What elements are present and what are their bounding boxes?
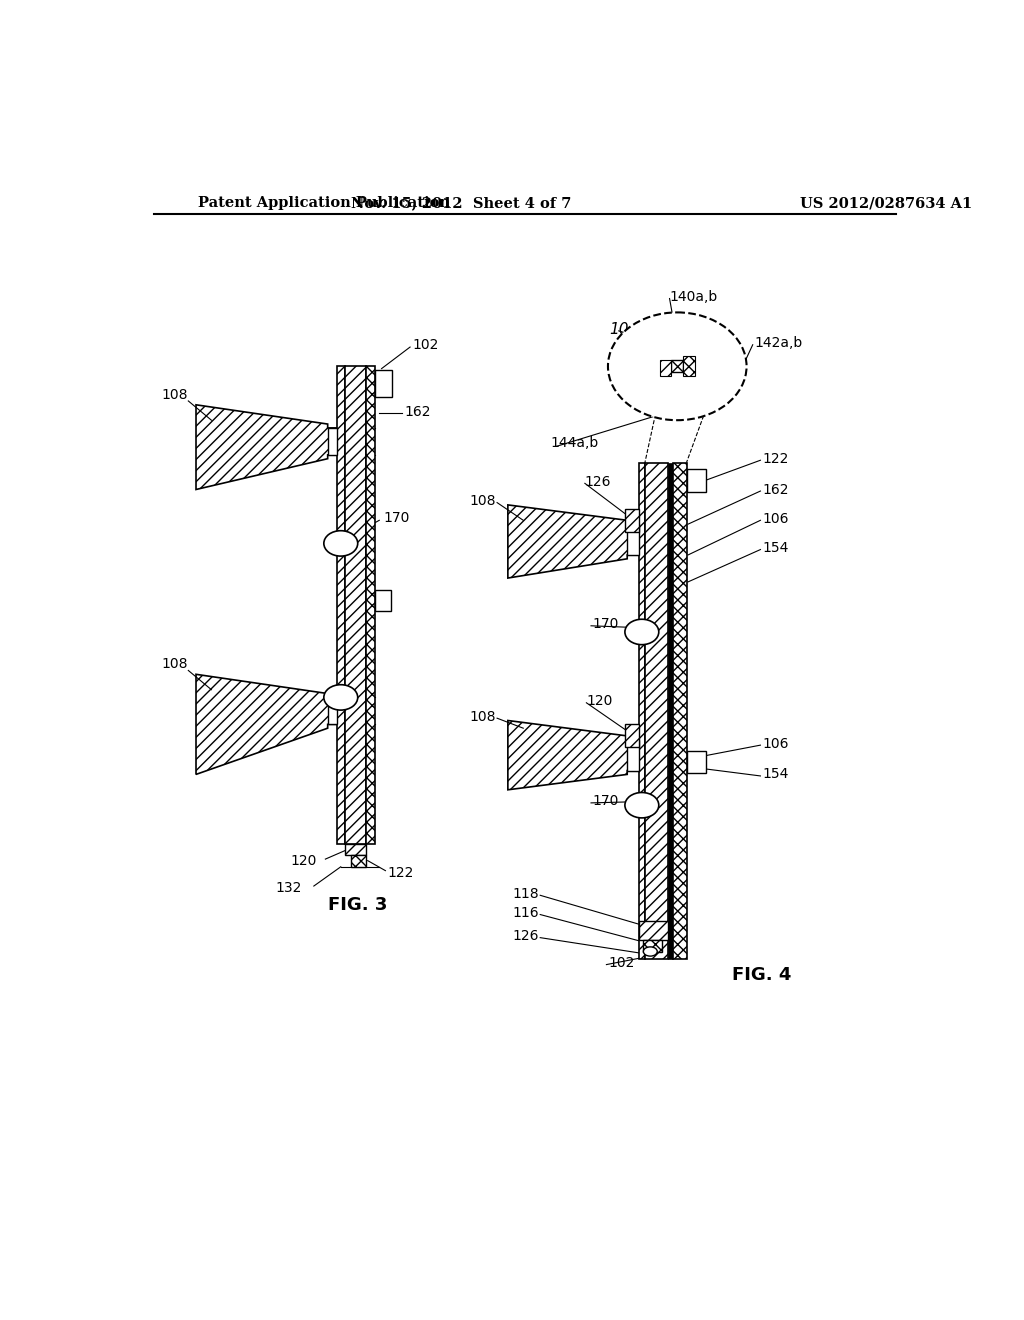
Ellipse shape xyxy=(625,792,658,818)
Text: 132: 132 xyxy=(275,882,302,895)
Ellipse shape xyxy=(625,619,658,644)
Bar xyxy=(351,855,367,867)
Bar xyxy=(628,739,639,771)
Text: 170: 170 xyxy=(593,795,618,808)
Bar xyxy=(645,462,668,960)
Text: 122: 122 xyxy=(762,451,788,466)
Ellipse shape xyxy=(324,531,357,556)
Text: 108: 108 xyxy=(162,388,187,401)
Text: 108: 108 xyxy=(470,494,497,508)
Bar xyxy=(376,590,391,611)
Text: 170: 170 xyxy=(383,511,410,525)
Bar xyxy=(345,843,367,855)
Bar xyxy=(686,469,706,492)
Bar xyxy=(328,697,337,725)
Text: 116: 116 xyxy=(512,906,539,920)
Polygon shape xyxy=(508,721,639,789)
Text: 108: 108 xyxy=(470,710,497,723)
Bar xyxy=(628,524,639,554)
Text: 162: 162 xyxy=(762,483,788,496)
Text: Nov. 15, 2012  Sheet 4 of 7: Nov. 15, 2012 Sheet 4 of 7 xyxy=(351,197,571,210)
Bar xyxy=(639,462,645,960)
Bar xyxy=(625,508,639,532)
Text: 154: 154 xyxy=(762,767,788,781)
Text: 108: 108 xyxy=(162,657,187,672)
Text: FIG. 4: FIG. 4 xyxy=(732,966,792,983)
Text: 10: 10 xyxy=(609,322,629,337)
Text: US 2012/0287634 A1: US 2012/0287634 A1 xyxy=(801,197,973,210)
Ellipse shape xyxy=(643,946,657,956)
Bar xyxy=(659,360,671,376)
Text: 122: 122 xyxy=(388,866,414,880)
Bar xyxy=(337,367,345,843)
Text: 120: 120 xyxy=(291,854,317,867)
Bar xyxy=(367,367,376,843)
Text: 102: 102 xyxy=(413,338,438,351)
Text: 162: 162 xyxy=(404,405,431,420)
Text: 126: 126 xyxy=(512,929,539,942)
Bar xyxy=(625,725,639,747)
Text: 120: 120 xyxy=(587,694,612,709)
Text: 142a,b: 142a,b xyxy=(755,337,803,350)
Text: 106: 106 xyxy=(762,737,788,751)
Text: 144a,b: 144a,b xyxy=(550,437,598,450)
Bar xyxy=(376,370,392,397)
Text: 106: 106 xyxy=(762,512,788,525)
Text: FIG. 3: FIG. 3 xyxy=(328,896,387,915)
Circle shape xyxy=(683,364,694,376)
Polygon shape xyxy=(508,506,639,578)
Ellipse shape xyxy=(608,313,746,420)
Bar xyxy=(686,751,706,774)
Text: Patent Application Publication: Patent Application Publication xyxy=(199,197,451,210)
Text: 118: 118 xyxy=(512,887,539,900)
Bar xyxy=(683,356,695,376)
Text: 170: 170 xyxy=(593,618,618,631)
Bar xyxy=(643,940,662,952)
Text: 126: 126 xyxy=(585,475,611,488)
Bar xyxy=(673,462,686,960)
Bar xyxy=(668,462,673,960)
Text: 102: 102 xyxy=(608,956,634,970)
Bar xyxy=(639,921,668,940)
Bar xyxy=(671,360,683,372)
Ellipse shape xyxy=(324,685,357,710)
Bar xyxy=(328,428,337,455)
Polygon shape xyxy=(196,405,337,490)
Text: 140a,b: 140a,b xyxy=(670,290,718,304)
Polygon shape xyxy=(196,675,337,775)
Text: 154: 154 xyxy=(762,541,788,554)
Bar xyxy=(345,367,367,843)
